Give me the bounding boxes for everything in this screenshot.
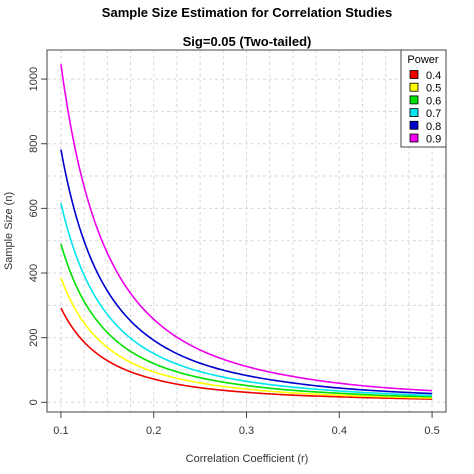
series-line-0-9: [60, 64, 433, 392]
x-axis-label: Correlation Coefficient (r): [186, 453, 309, 465]
legend-swatch: [409, 120, 419, 130]
series-line-0-8: [60, 149, 433, 395]
series-lines: [60, 64, 433, 400]
series-line-0-4: [60, 307, 433, 400]
chart-subtitle: Sig=0.05 (Two-tailed): [183, 34, 312, 49]
y-axis: 0 200 400 600 800 1000: [28, 67, 47, 405]
series-line-0-7: [60, 203, 433, 397]
y-tick-label: 800: [28, 135, 40, 153]
y-tick-label: 400: [28, 264, 40, 282]
series-line-0-6: [60, 243, 433, 398]
legend-swatch: [409, 95, 419, 105]
legend-label: 0.7: [426, 108, 441, 120]
x-tick-label: 0.2: [146, 425, 161, 437]
y-tick-label: 200: [28, 328, 40, 346]
x-tick-label: 0.1: [53, 425, 68, 437]
legend-swatch: [409, 70, 419, 79]
legend-label: 0.8: [426, 121, 441, 133]
legend-box: [400, 49, 447, 148]
legend-title: Power: [407, 54, 439, 66]
legend-label: 0.6: [426, 95, 441, 107]
y-axis-label: Sample Size (n): [3, 192, 15, 270]
legend-swatch: [409, 133, 419, 143]
x-axis: 0.1 0.2 0.3 0.4 0.5: [53, 412, 440, 437]
legend-label: 0.9: [426, 134, 441, 146]
grid-lines: [47, 50, 446, 412]
y-tick-label: 0: [28, 399, 40, 405]
y-tick-label: 1000: [28, 67, 40, 91]
x-tick-label: 0.3: [239, 425, 254, 437]
series-line-0-5: [60, 277, 433, 399]
legend-label: 0.5: [426, 83, 441, 95]
legend-label: 0.4: [426, 70, 441, 82]
chart-title: Sample Size Estimation for Correlation S…: [102, 5, 392, 20]
y-tick-label: 600: [28, 199, 40, 217]
legend: Power 0.40.50.60.70.80.9: [400, 49, 447, 148]
legend-swatch: [409, 108, 419, 117]
legend-swatch: [409, 82, 419, 92]
x-tick-label: 0.5: [424, 425, 439, 437]
x-tick-label: 0.4: [332, 425, 347, 437]
